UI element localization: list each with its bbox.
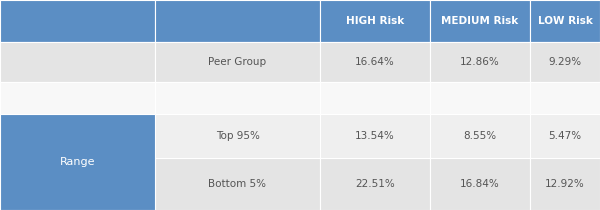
Text: 16.64%: 16.64% [355, 57, 395, 67]
Bar [0, 82, 155, 114]
Bar [530, 0, 600, 42]
Text: MEDIUM Risk: MEDIUM Risk [442, 16, 518, 26]
Bar [430, 0, 530, 42]
Bar [155, 114, 320, 158]
Bar [155, 158, 320, 210]
Text: 8.55%: 8.55% [463, 131, 497, 141]
Bar [155, 82, 320, 114]
Bar [320, 0, 430, 42]
Text: 12.86%: 12.86% [460, 57, 500, 67]
Bar [430, 158, 530, 210]
Bar [320, 114, 430, 158]
Text: 12.92%: 12.92% [545, 179, 585, 189]
Bar [320, 42, 430, 82]
Bar [155, 42, 320, 82]
Bar [430, 114, 530, 158]
Bar [530, 114, 600, 158]
Bar [530, 158, 600, 210]
Bar [430, 42, 530, 82]
Bar [0, 0, 155, 42]
Bar [0, 42, 155, 82]
Bar [430, 82, 530, 114]
Text: Peer Group: Peer Group [208, 57, 266, 67]
Text: Bottom 5%: Bottom 5% [209, 179, 266, 189]
Text: LOW Risk: LOW Risk [538, 16, 592, 26]
Bar [530, 82, 600, 114]
Text: 16.84%: 16.84% [460, 179, 500, 189]
Text: 13.54%: 13.54% [355, 131, 395, 141]
Text: 9.29%: 9.29% [548, 57, 581, 67]
Text: Top 95%: Top 95% [215, 131, 259, 141]
Bar [320, 82, 430, 114]
Bar [0, 114, 155, 210]
Text: Range: Range [60, 157, 95, 167]
Text: HIGH Risk: HIGH Risk [346, 16, 404, 26]
Bar [155, 0, 320, 42]
Text: 5.47%: 5.47% [548, 131, 581, 141]
Text: 22.51%: 22.51% [355, 179, 395, 189]
Bar [320, 158, 430, 210]
Bar [530, 42, 600, 82]
